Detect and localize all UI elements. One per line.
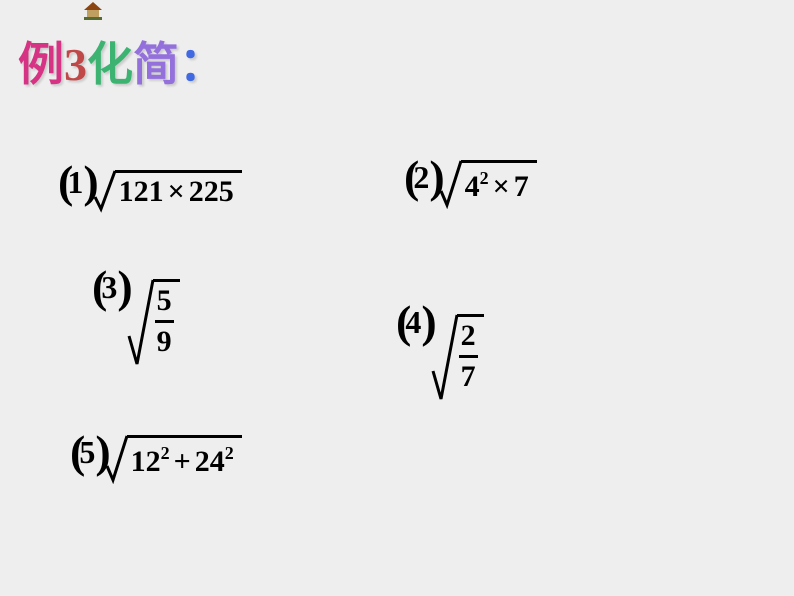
paren-close: ) xyxy=(117,261,126,312)
expression-4: (4) 2 7 xyxy=(396,295,484,403)
rad2-p3: 7 xyxy=(514,170,529,203)
expression-2: (2) 42×7 xyxy=(404,150,537,209)
sqrt-2: 42×7 xyxy=(439,167,537,209)
paren-open: ( xyxy=(70,426,79,477)
radicand-3: 5 9 xyxy=(153,279,180,357)
paren-close: ) xyxy=(421,296,430,347)
rad1-p0: 121 xyxy=(119,175,164,208)
radicand-4: 2 7 xyxy=(457,314,484,392)
rad5-p4: 2 xyxy=(225,443,234,463)
expression-1: (1) 121×225 xyxy=(58,155,242,213)
sqrt-4: 2 7 xyxy=(431,315,484,403)
expr-label-4: 4 xyxy=(405,304,421,340)
expr-label-2: 2 xyxy=(413,159,429,195)
rad5-p2: + xyxy=(170,445,195,478)
expr-label-1: 1 xyxy=(67,164,83,200)
title-char-3: 化 xyxy=(87,39,133,90)
paren-open: ( xyxy=(396,296,405,347)
rad1-p2: 225 xyxy=(189,175,234,208)
paren-open: ( xyxy=(92,261,101,312)
paren-close: ) xyxy=(95,426,104,477)
radicand-1: 121×225 xyxy=(115,170,242,208)
sqrt-1: 121×225 xyxy=(93,173,242,213)
expr-label-3: 3 xyxy=(101,269,117,305)
radicand-2: 42×7 xyxy=(461,160,537,203)
fraction-3: 5 9 xyxy=(155,286,174,357)
frac4-den: 7 xyxy=(459,358,478,392)
title-char-4: 简 xyxy=(133,39,179,90)
fraction-4: 2 7 xyxy=(459,321,478,392)
radicand-5: 122+242 xyxy=(127,435,242,478)
house-icon xyxy=(82,2,104,25)
page-title: 例3化简： xyxy=(18,28,225,94)
rad5-p1: 2 xyxy=(161,443,170,463)
rad2-p0: 4 xyxy=(465,170,480,203)
paren-open: ( xyxy=(404,151,413,202)
frac3-den: 9 xyxy=(155,323,174,357)
title-char-2: 3 xyxy=(64,39,87,90)
rad2-p1: 2 xyxy=(480,168,489,188)
expr-label-5: 5 xyxy=(79,434,95,470)
rad1-p1: × xyxy=(164,175,189,208)
rad5-p3: 24 xyxy=(195,445,225,478)
paren-open: ( xyxy=(58,156,67,207)
rad2-p2: × xyxy=(489,170,514,203)
title-char-5: ： xyxy=(179,39,225,90)
expression-5: (5) 122+242 xyxy=(70,425,242,484)
rad5-p0: 12 xyxy=(131,445,161,478)
title-char-1: 例 xyxy=(18,39,64,90)
frac3-num: 5 xyxy=(155,286,174,320)
frac4-num: 2 xyxy=(459,321,478,355)
expression-3: (3) 5 9 xyxy=(92,260,180,368)
sqrt-5: 122+242 xyxy=(105,442,242,484)
paren-close: ) xyxy=(83,156,92,207)
sqrt-3: 5 9 xyxy=(127,280,180,368)
paren-close: ) xyxy=(429,151,438,202)
